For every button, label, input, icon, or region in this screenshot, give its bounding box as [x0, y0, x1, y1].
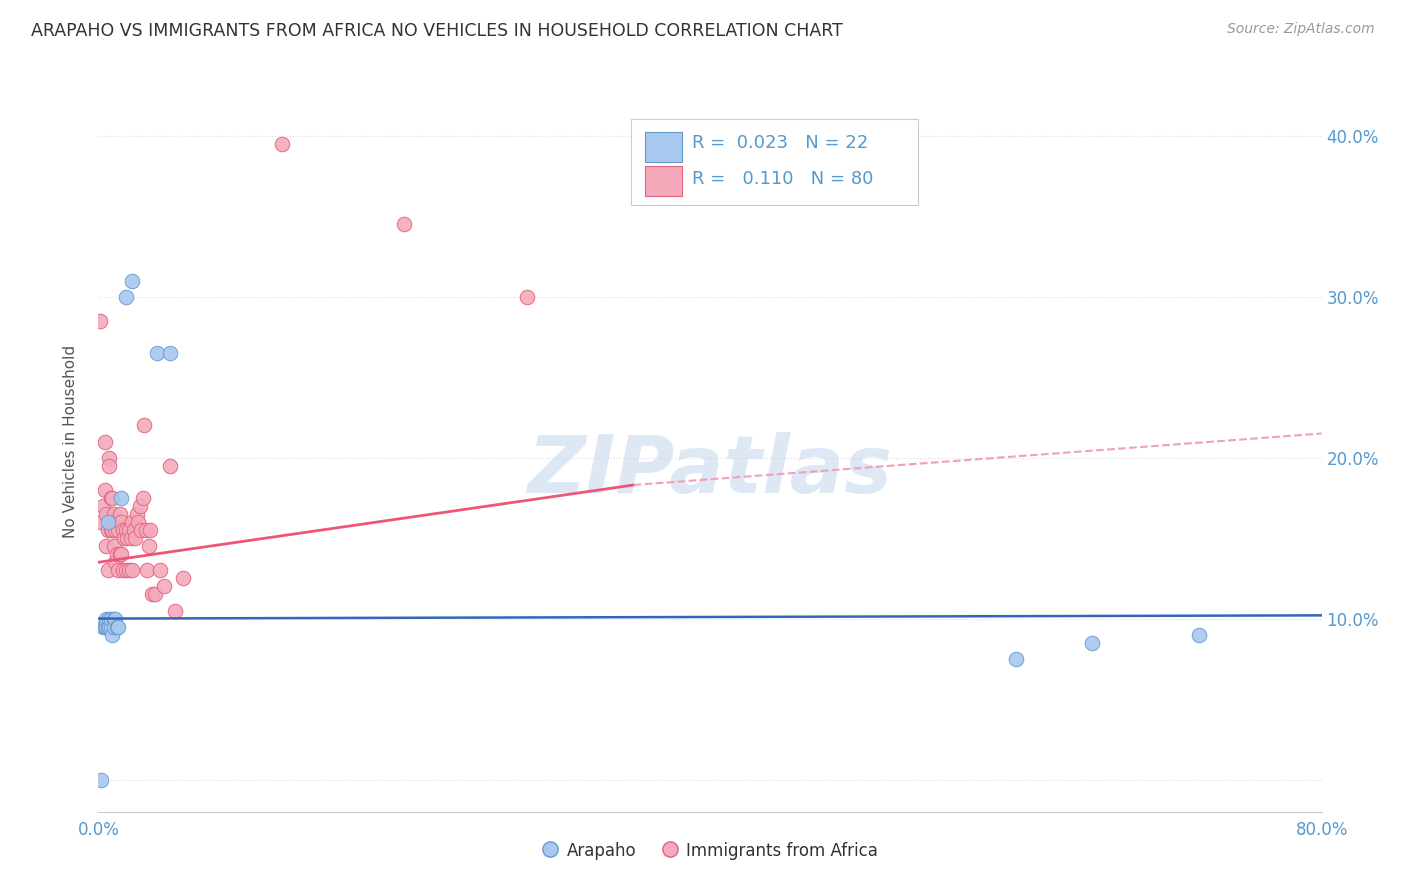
Point [121, 563, 143, 577]
Point [98, 619, 121, 633]
Point [103, 611, 125, 625]
Point [93, 619, 115, 633]
Point [516, 290, 538, 304]
Point [145, 346, 167, 360]
Point [138, 539, 160, 553]
Point [118, 563, 141, 577]
Point [110, 547, 132, 561]
Point [104, 523, 127, 537]
Point [392, 217, 416, 231]
Point [103, 539, 125, 553]
Point [115, 563, 138, 577]
Point [153, 579, 176, 593]
Legend: Arapaho, Immigrants from Africa: Arapaho, Immigrants from Africa [536, 835, 884, 866]
Point [105, 547, 128, 561]
Point [136, 563, 159, 577]
Point [107, 563, 129, 577]
Point [143, 587, 166, 601]
Point [104, 611, 127, 625]
Point [90, 772, 112, 787]
Point [103, 507, 125, 521]
Point [100, 491, 122, 505]
Point [139, 523, 162, 537]
Point [93, 483, 115, 497]
Point [159, 458, 181, 473]
FancyBboxPatch shape [645, 166, 682, 195]
Point [112, 531, 135, 545]
Point [93, 434, 115, 449]
Point [122, 523, 145, 537]
Point [149, 563, 172, 577]
Point [98, 458, 121, 473]
Point [94, 539, 117, 553]
Point [120, 531, 142, 545]
Point [105, 515, 128, 529]
Point [270, 136, 292, 151]
Point [128, 499, 150, 513]
Point [107, 619, 129, 633]
Point [94, 507, 117, 521]
Point [101, 491, 124, 505]
Point [1004, 652, 1026, 666]
Text: ZIPatlas: ZIPatlas [527, 432, 893, 510]
Point [121, 515, 143, 529]
Point [97, 523, 120, 537]
Point [91, 619, 114, 633]
Point [115, 523, 138, 537]
FancyBboxPatch shape [645, 132, 682, 161]
Point [159, 346, 181, 360]
Point [117, 531, 139, 545]
Point [129, 523, 152, 537]
Point [1188, 628, 1211, 642]
Point [135, 523, 157, 537]
Point [98, 450, 121, 465]
Point [111, 563, 134, 577]
Point [100, 619, 122, 633]
Point [115, 290, 138, 304]
Point [124, 531, 146, 545]
Point [97, 515, 120, 529]
Point [100, 611, 122, 625]
Text: R =  0.023   N = 22: R = 0.023 N = 22 [692, 134, 868, 153]
Point [97, 619, 120, 633]
Point [134, 418, 156, 433]
Point [101, 628, 124, 642]
Text: ARAPAHO VS IMMIGRANTS FROM AFRICA NO VEHICLES IN HOUSEHOLD CORRELATION CHART: ARAPAHO VS IMMIGRANTS FROM AFRICA NO VEH… [31, 22, 842, 40]
Point [172, 571, 194, 585]
Point [98, 611, 121, 625]
Point [127, 515, 149, 529]
Point [118, 523, 141, 537]
Point [132, 491, 155, 505]
Point [97, 563, 120, 577]
Y-axis label: No Vehicles in Household: No Vehicles in Household [63, 345, 77, 538]
Point [91, 499, 114, 513]
Text: Source: ZipAtlas.com: Source: ZipAtlas.com [1227, 22, 1375, 37]
Point [103, 619, 125, 633]
Point [90, 515, 112, 529]
Point [1081, 636, 1104, 650]
Point [94, 611, 117, 625]
Point [89, 314, 111, 328]
Point [110, 515, 132, 529]
Point [108, 507, 131, 521]
Point [104, 555, 127, 569]
Point [101, 523, 124, 537]
FancyBboxPatch shape [630, 120, 918, 204]
Point [141, 587, 163, 601]
Point [111, 523, 134, 537]
Point [107, 523, 129, 537]
Point [121, 274, 143, 288]
Point [94, 619, 117, 633]
Point [100, 523, 122, 537]
Point [110, 491, 132, 505]
Point [163, 603, 186, 617]
Point [125, 507, 148, 521]
Point [105, 619, 128, 633]
Text: R =   0.110   N = 80: R = 0.110 N = 80 [692, 170, 873, 188]
Point [108, 547, 131, 561]
